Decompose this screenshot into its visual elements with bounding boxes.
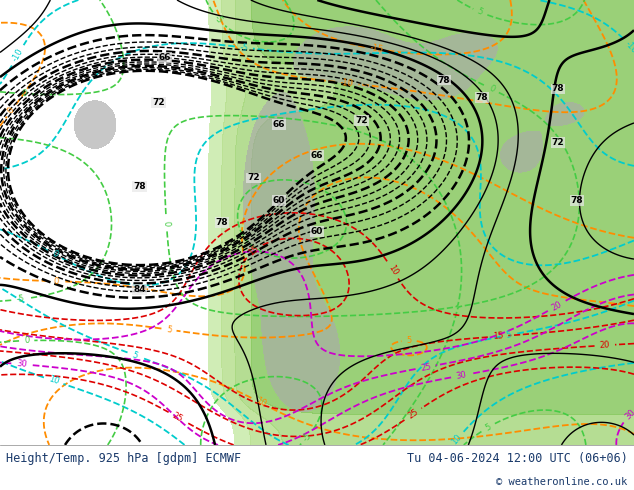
Text: 10: 10 <box>254 396 267 409</box>
Text: 78: 78 <box>571 196 583 205</box>
Text: 78: 78 <box>476 94 488 102</box>
Text: 78: 78 <box>216 218 228 227</box>
Text: -10: -10 <box>10 47 25 63</box>
Text: 78: 78 <box>133 182 146 192</box>
Text: 20: 20 <box>550 299 564 312</box>
Text: 5: 5 <box>165 325 172 335</box>
Text: 10: 10 <box>386 263 399 277</box>
Text: 66: 66 <box>273 120 285 129</box>
Text: 78: 78 <box>552 84 564 94</box>
Text: 5: 5 <box>483 422 493 433</box>
Text: 20: 20 <box>599 341 611 350</box>
Text: 15: 15 <box>493 331 503 341</box>
Text: Height/Temp. 925 hPa [gdpm] ECMWF: Height/Temp. 925 hPa [gdpm] ECMWF <box>6 452 242 465</box>
Text: 25: 25 <box>406 408 420 421</box>
Text: -10: -10 <box>624 39 634 55</box>
Text: 10: 10 <box>450 433 464 446</box>
Text: 66: 66 <box>311 151 323 160</box>
Text: 5: 5 <box>505 330 512 340</box>
Text: 5: 5 <box>131 350 139 360</box>
Text: 72: 72 <box>355 116 368 124</box>
Text: 60: 60 <box>311 227 323 236</box>
Text: Tu 04-06-2024 12:00 UTC (06+06): Tu 04-06-2024 12:00 UTC (06+06) <box>407 452 628 465</box>
Text: -5: -5 <box>301 431 314 443</box>
Text: 84: 84 <box>133 285 146 294</box>
Text: -5: -5 <box>239 43 249 52</box>
Text: 72: 72 <box>152 98 165 107</box>
Text: -5: -5 <box>212 13 224 25</box>
Text: 0: 0 <box>488 84 496 95</box>
Text: 0: 0 <box>24 336 29 345</box>
Text: 25: 25 <box>171 411 184 424</box>
Text: 66: 66 <box>158 53 171 62</box>
Text: 0: 0 <box>6 106 16 115</box>
Text: -10: -10 <box>340 78 354 88</box>
Text: 5: 5 <box>312 182 321 192</box>
Text: -15: -15 <box>369 44 384 54</box>
Text: 30: 30 <box>623 408 634 421</box>
Text: 72: 72 <box>552 138 564 147</box>
Text: 15: 15 <box>247 244 261 257</box>
Text: 60: 60 <box>273 196 285 205</box>
Text: 72: 72 <box>247 173 260 182</box>
Text: 0: 0 <box>53 277 59 286</box>
Text: 30: 30 <box>16 359 27 369</box>
Text: 78: 78 <box>437 75 450 85</box>
Text: 30: 30 <box>455 370 467 381</box>
Text: 5: 5 <box>476 7 484 17</box>
Text: 0: 0 <box>50 249 59 259</box>
Text: 0: 0 <box>22 89 27 98</box>
Text: 0: 0 <box>162 221 171 227</box>
Text: 5: 5 <box>406 336 411 345</box>
Text: 10: 10 <box>48 375 60 387</box>
Text: 25: 25 <box>420 362 432 372</box>
Text: -5: -5 <box>16 294 25 304</box>
Text: © weatheronline.co.uk: © weatheronline.co.uk <box>496 477 628 487</box>
